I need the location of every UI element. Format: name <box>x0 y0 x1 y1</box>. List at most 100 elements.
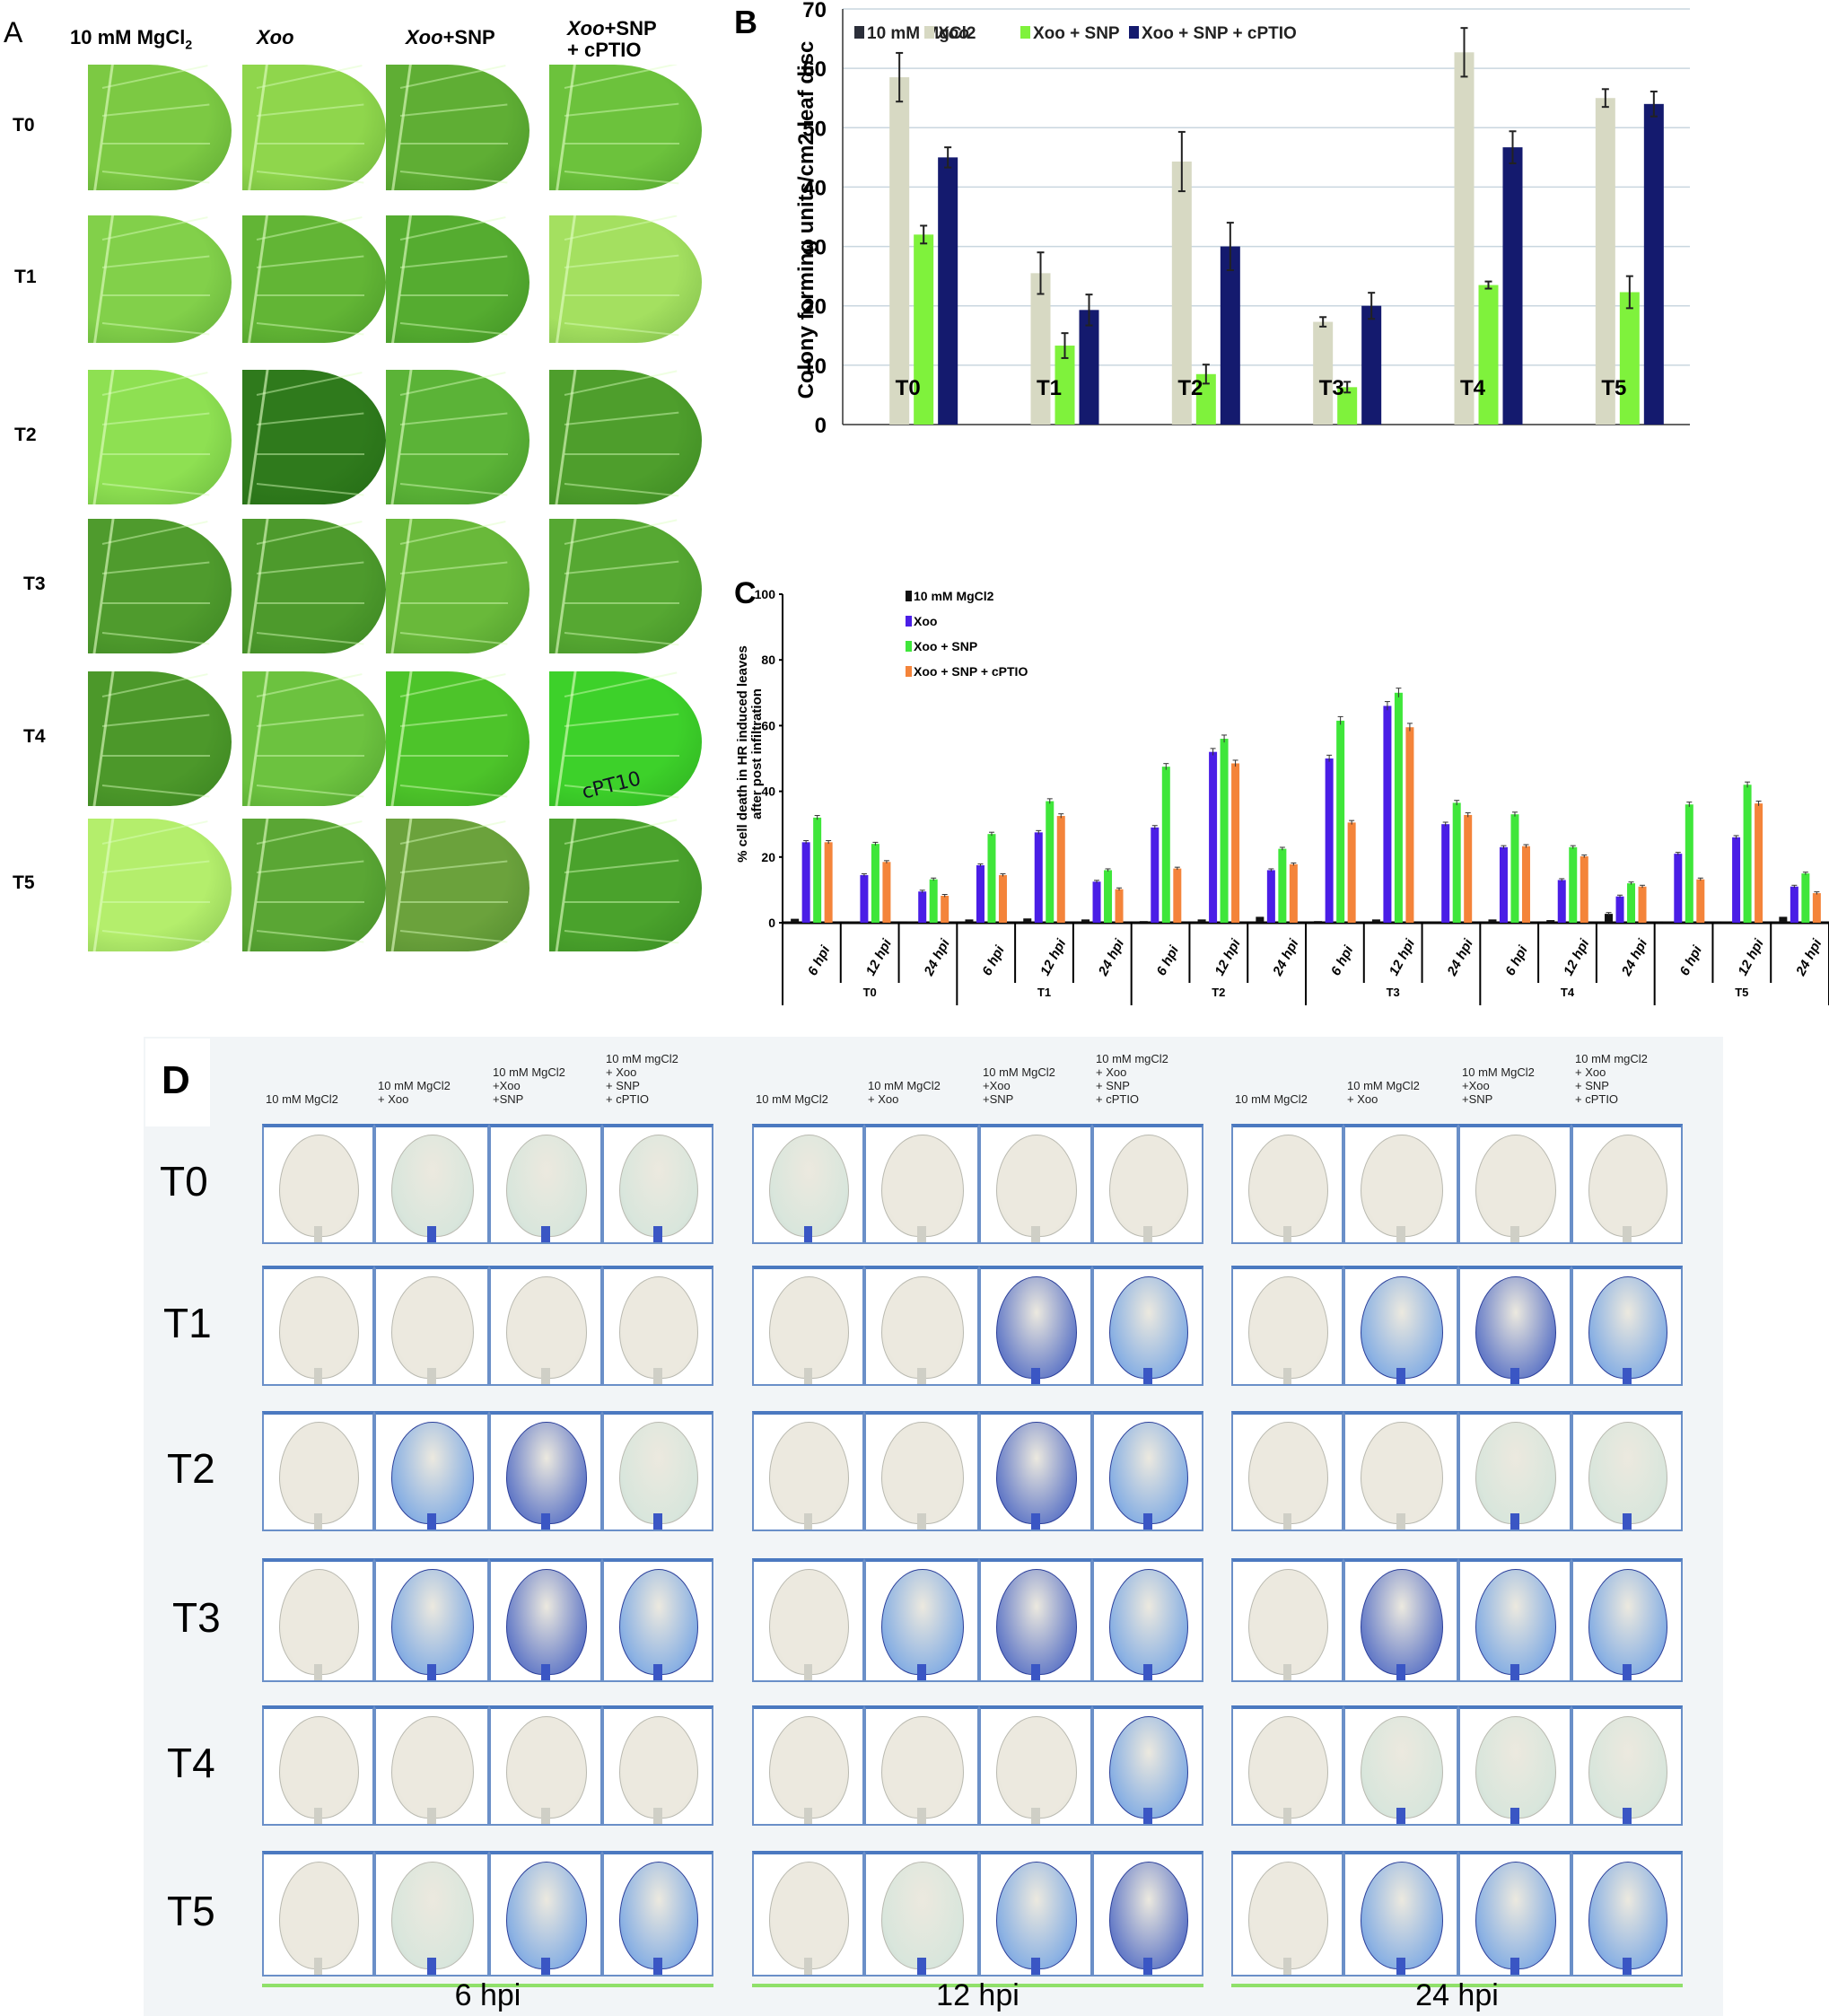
leaf-shape <box>549 819 702 951</box>
leaf-petiole <box>1510 1513 1519 1530</box>
leaf-shape <box>549 215 702 343</box>
bar-xoo <box>1454 52 1475 425</box>
x-subcategory-label: 6 hpi <box>1154 942 1183 978</box>
leaf-petiole <box>313 1368 323 1384</box>
legend-label: Xoo + SNP <box>1033 24 1120 43</box>
stained-leaf-photo <box>374 1558 489 1682</box>
bar-xoo-snp-cptio <box>1580 856 1588 923</box>
legend-swatch <box>854 26 864 39</box>
leaf-shape <box>1475 1568 1556 1676</box>
stained-leaf-photo <box>1092 1411 1203 1531</box>
leaf-shape <box>506 1275 587 1380</box>
y-tick-label: 50 <box>802 117 827 141</box>
leaf-shape <box>1247 1568 1329 1676</box>
leaf-petiole <box>1623 1663 1632 1680</box>
x-subcategory-label: 12 hpi <box>1735 936 1767 978</box>
bar-xoo-snp-cptio <box>1696 879 1705 923</box>
stained-leaf-photo <box>1571 1124 1683 1244</box>
leaf-shape <box>391 1862 474 1969</box>
leaf-vein <box>400 602 508 604</box>
bar-10-mm-mgcl2 <box>1779 916 1788 923</box>
leaf-petiole <box>1031 1226 1040 1242</box>
x-subcategory-label: 6 hpi <box>1502 942 1531 978</box>
bar-xoo <box>1557 880 1566 923</box>
leaf-photo <box>386 65 529 190</box>
leaf-petiole <box>917 1226 926 1242</box>
leaf-petiole <box>1510 1226 1519 1242</box>
y-tick-label: 40 <box>761 784 775 799</box>
stained-leaf-photo <box>602 1124 713 1244</box>
x-group-label: T4 <box>1561 986 1575 999</box>
panel-d-time-label: 6 hpi <box>454 1978 521 2012</box>
bar-xoo <box>889 77 910 425</box>
bar-xoo-snp-cptio <box>941 895 950 923</box>
leaf-shape <box>1588 1275 1668 1380</box>
leaf-photo <box>88 370 232 504</box>
leaf-vein <box>257 453 364 455</box>
stained-leaf-photo <box>1458 1124 1571 1244</box>
x-tick-label: T1 <box>1037 376 1062 400</box>
leaf-photo <box>549 819 702 951</box>
bar-xoo-snp <box>1685 804 1693 923</box>
bar-xoo <box>1674 854 1683 923</box>
stained-leaf-photo <box>1231 1266 1343 1386</box>
leaf-shape <box>618 1715 699 1819</box>
leaf-petiole <box>1396 1513 1405 1530</box>
leaf-shape <box>1108 1421 1189 1525</box>
bar-xoo-snp <box>1569 846 1578 923</box>
leaf-shape <box>768 1715 850 1819</box>
bar-xoo-snp <box>914 234 934 425</box>
stained-leaf-photo <box>1092 1124 1203 1244</box>
stained-leaf-photo <box>489 1124 602 1244</box>
y-tick-label: 20 <box>802 295 827 320</box>
panel-d-column-header-line: 10 mM mgCl2 <box>1096 1052 1168 1065</box>
leaf-shape <box>549 65 702 190</box>
stained-leaf-photo <box>262 1411 374 1531</box>
leaf-petiole <box>653 1368 662 1384</box>
leaf-photo <box>88 65 232 190</box>
leaf-petiole <box>1396 1808 1405 1824</box>
bar-xoo <box>1092 881 1101 923</box>
leaf-photo <box>549 370 702 504</box>
leaf-vein <box>102 602 210 604</box>
stained-leaf-photo <box>1092 1851 1203 1977</box>
leaf-shape <box>1108 1715 1189 1819</box>
bar-10-mm-mgcl2 <box>1256 916 1265 923</box>
bar-xoo <box>860 874 869 923</box>
bar-xoo-snp <box>1195 373 1216 425</box>
bar-xoo-snp <box>1046 801 1055 923</box>
panel-d-column-header-line: 10 mM MgCl2 <box>493 1065 565 1079</box>
bar-xoo-snp <box>987 834 996 923</box>
bar-10-mm-mgcl2 <box>1662 922 1671 923</box>
leaf-petiole <box>427 1663 436 1680</box>
panel-a-row-label: T3 <box>23 574 46 594</box>
col-head-subscript: 2 <box>185 37 193 52</box>
leaf-shape <box>278 1275 360 1380</box>
leaf-shape <box>1588 1862 1668 1969</box>
panel-d-column-header: 10 mM MgCl2 +Xoo +SNP <box>983 1065 1055 1106</box>
leaf-petiole <box>1623 1368 1632 1384</box>
panel-a-row-label: T0 <box>13 115 35 136</box>
leaf-shape <box>768 1568 850 1676</box>
leaf-petiole <box>427 1808 436 1824</box>
leaf-shape <box>386 65 529 190</box>
leaf-shape <box>996 1568 1077 1676</box>
leaf-vein <box>400 142 508 145</box>
leaf-shape <box>506 1862 587 1969</box>
leaf-shape <box>278 1134 360 1238</box>
leaf-petiole <box>541 1808 550 1824</box>
x-subcategory-label: 24 hpi <box>1270 936 1302 979</box>
panel-d-column-header-line: +Xoo <box>1462 1079 1490 1092</box>
leaf-shape <box>1475 1862 1556 1969</box>
bar-xoo-snp <box>1510 814 1519 923</box>
leaf-shape <box>278 1715 360 1819</box>
x-tick-label: T4 <box>1460 376 1486 400</box>
leaf-vein <box>564 602 679 604</box>
panel-d-column-header-line: 10 mM MgCl2 <box>266 1092 338 1106</box>
bar-xoo <box>1171 161 1192 425</box>
leaf-photo <box>88 819 232 951</box>
leaf-shape <box>881 1275 964 1380</box>
leaf-shape <box>506 1421 587 1525</box>
leaf-vein <box>564 294 679 297</box>
stained-leaf-photo <box>374 1705 489 1826</box>
